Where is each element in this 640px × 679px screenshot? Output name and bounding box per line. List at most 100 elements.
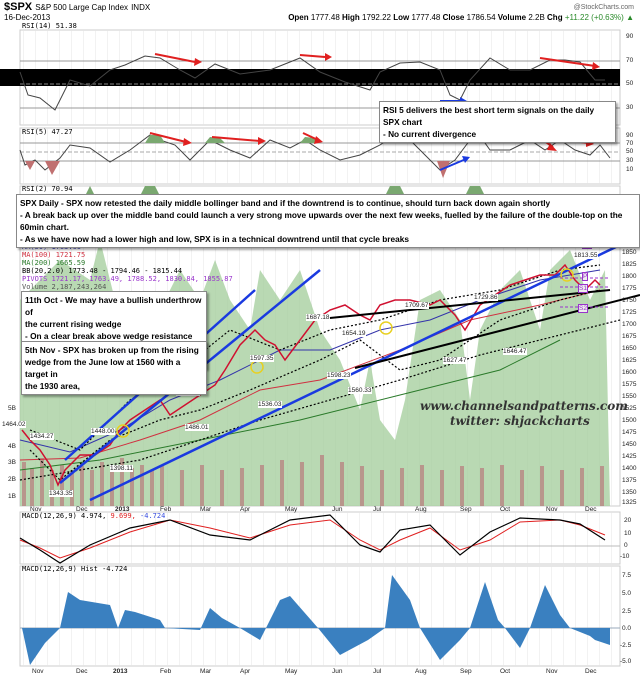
legend-pivots: PIVOTS 1721.17, 1763.49, 1788.52, 1830.8… [22, 275, 233, 283]
price-note: 1398.11 [110, 465, 134, 472]
price-axis-1725: 1725 [622, 309, 637, 316]
rsi14-axis-30: 30 [626, 104, 634, 111]
rsi5-axis-30: 30 [626, 157, 634, 164]
month-label: Nov [546, 668, 558, 675]
volume-axis-2b: 2B [8, 476, 16, 483]
macd-hist-label: MACD(12,26,9) Hist -4.724 [22, 565, 128, 573]
month-label: 2013 [115, 506, 130, 513]
pivot-s1-tag: S1 [578, 284, 588, 293]
price-axis-1675: 1675 [622, 333, 637, 340]
legend-ma100: MA(100) 1721.75 [22, 251, 86, 259]
volume-axis-5b: 5B [8, 405, 16, 412]
month-label: Mar [200, 506, 212, 513]
month-label: Feb [160, 506, 172, 513]
month-label: Aug [415, 506, 427, 513]
rsi14-axis-90: 90 [626, 33, 634, 40]
month-label: Nov [546, 506, 558, 513]
price-axis-1800: 1800 [622, 273, 637, 280]
price-axis-1575: 1575 [622, 381, 637, 388]
nov-note: 5th Nov - SPX has broken up from the ris… [21, 341, 207, 395]
price-axis-1525: 1525 [622, 405, 637, 412]
price-note: 1448.00 [91, 428, 115, 435]
month-label: Dec [585, 506, 597, 513]
price-axis-1425: 1425 [622, 453, 637, 460]
watermark-site: www.channelsandpatterns.com [420, 399, 628, 413]
symbol-title: $SPX S&P 500 Large Cap Index INDX [4, 1, 151, 13]
price-axis-1625: 1625 [622, 357, 637, 364]
hist-axis: 2.5 [622, 608, 632, 615]
price-axis-1825: 1825 [622, 261, 637, 268]
price-axis-1500: 1500 [622, 417, 637, 424]
chart-date: 16-Dec-2013 [4, 13, 51, 22]
month-label: Oct [500, 668, 511, 675]
price-note: 1598.23 [327, 372, 351, 379]
price-axis-1700: 1700 [622, 321, 637, 328]
price-axis-1475: 1475 [622, 429, 637, 436]
price-axis-1775: 1775 [622, 285, 637, 292]
rsi2-label: RSI(2) 70.94 [22, 185, 73, 193]
volume-axis-4b: 4B [8, 443, 16, 450]
month-label: Oct [500, 506, 511, 513]
month-label: May [285, 668, 298, 675]
macd-axis-m10: -10 [620, 553, 630, 560]
month-label: Jul [373, 506, 382, 513]
note-line: - A break back up over the middle band c… [20, 210, 623, 232]
price-note: 1486.01 [185, 424, 209, 431]
price-note: 1729.86 [474, 294, 498, 301]
legend-volume: Volume 2,187,243,264 [22, 283, 107, 291]
month-label: Nov [30, 506, 42, 513]
macd-axis-10: 10 [624, 530, 632, 537]
legend-bb: BB(20,2.0) 1773.48 - 1794.46 - 1815.44 [22, 267, 183, 275]
macd-panel [19, 511, 621, 565]
month-label: Apr [240, 506, 251, 513]
price-note: 1464.02 [2, 421, 26, 428]
price-note: 1536.03 [258, 401, 282, 408]
price-note: 1687.18 [306, 314, 330, 321]
note-line: - No current divergence [383, 129, 477, 139]
note-line: wedge from the June low at 1560 with a t… [25, 357, 181, 379]
month-label: Jun [332, 506, 343, 513]
rsi5-axis-10: 10 [626, 166, 634, 173]
price-axis-1400: 1400 [622, 465, 637, 472]
month-label: Jun [332, 668, 343, 675]
hist-axis: 0.0 [622, 625, 632, 632]
price-axis-1650: 1650 [622, 345, 637, 352]
price-note: 1654.19 [342, 330, 366, 337]
month-label: Sep [460, 668, 472, 675]
rsi5-axis-50: 50 [626, 148, 634, 155]
volume-axis-1b: 1B [8, 493, 16, 500]
price-axis-1375: 1375 [622, 477, 637, 484]
month-label: Nov [32, 668, 44, 675]
note-line: 5th Nov - SPX has broken up from the ris… [25, 345, 199, 355]
month-label: Dec [585, 668, 597, 675]
month-label: 2013 [113, 668, 128, 675]
ohlc-summary: Open 1777.48 High 1792.22 Low 1777.48 Cl… [288, 13, 634, 22]
price-note: 1709.67 [405, 302, 429, 309]
price-axis-1450: 1450 [622, 441, 637, 448]
price-note: 1627.47 [443, 357, 467, 364]
legend-ma200: MA(200) 1665.59 [22, 259, 86, 267]
rsi5-axis-70: 70 [626, 140, 634, 147]
macd-label: MACD(12,26,9) 4.974, 9.699, -4.724 [22, 512, 166, 520]
rsi5-axis-90: 90 [626, 132, 634, 139]
hist-axis: 5.0 [622, 590, 632, 597]
month-label: Dec [76, 668, 88, 675]
price-note: 1343.35 [49, 490, 73, 497]
hist-axis: -5.0 [620, 658, 632, 665]
month-label: May [285, 506, 298, 513]
note-line: - As we have now had a lower high and lo… [20, 234, 409, 244]
pivot-p-tag: P [582, 272, 589, 281]
month-label: Jul [373, 668, 382, 675]
month-label: Sep [460, 506, 472, 513]
watermark-twitter: twitter: shjackcharts [450, 414, 590, 428]
volume-axis-3b: 3B [8, 459, 16, 466]
macd-axis-0: 0 [624, 542, 628, 549]
price-axis-1350: 1350 [622, 489, 637, 496]
source-credit: @StockCharts.com [573, 4, 634, 11]
hist-axis: -2.5 [620, 642, 632, 649]
hist-axis: 7.5 [622, 572, 632, 579]
month-label: Aug [415, 668, 427, 675]
pivot-s2-tag: S2 [578, 304, 588, 313]
rsi14-axis-70: 70 [626, 57, 634, 64]
note-line: SPX Daily - SPX now retested the daily m… [20, 198, 551, 208]
